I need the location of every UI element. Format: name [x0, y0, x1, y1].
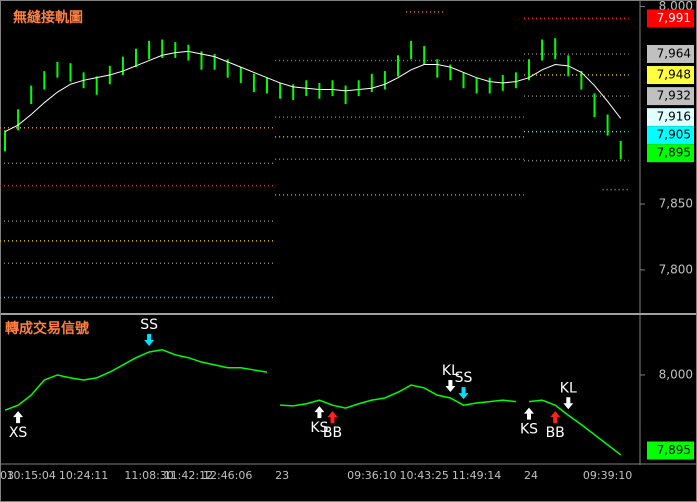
- x-tick-label: 10:15:04: [6, 469, 55, 482]
- x-tick-label: 11:42:12: [164, 469, 213, 482]
- price-badge: [647, 44, 694, 63]
- signal-label: BB: [546, 425, 565, 441]
- signal-label: SS: [140, 317, 158, 333]
- moving-average: [4, 50, 622, 133]
- price-badge: [647, 108, 694, 127]
- price-badge-label: 7,948: [657, 68, 691, 82]
- y-tick-label: 7,800: [659, 262, 693, 276]
- x-tick-label: 11:08:30: [124, 469, 173, 482]
- price-badge-label: 7,895: [657, 146, 691, 160]
- signal-arrow: [13, 411, 24, 424]
- price-line: [528, 399, 622, 456]
- x-tick-label: 12:46:06: [203, 469, 252, 482]
- price-badge: [647, 9, 694, 28]
- signal-arrow: [550, 411, 561, 424]
- signal-arrow: [524, 407, 534, 420]
- signal-label: KS: [520, 422, 538, 438]
- price-badge: [647, 87, 694, 106]
- price-line: [4, 349, 268, 411]
- signal-arrow: [144, 333, 155, 346]
- x-tick-label: 10:43:25: [399, 469, 448, 482]
- signal-arrow: [327, 411, 338, 424]
- y-tick-label: 7,850: [659, 197, 693, 211]
- price-badge: [647, 126, 694, 145]
- signal-label: KS: [310, 420, 328, 436]
- price-badge-label: 7,991: [657, 11, 691, 25]
- x-tick-label: 23: [275, 469, 289, 482]
- signal-arrow: [563, 397, 574, 410]
- price-badge-label: 7,932: [657, 89, 691, 103]
- x-tick-label: 09:39:10: [583, 469, 632, 482]
- x-tick-label: 11:49:14: [452, 469, 501, 482]
- x-tick-label: 03: [0, 469, 14, 482]
- signal-label: KL: [560, 380, 577, 396]
- chart-title: 轉成交易信號: [5, 320, 89, 337]
- x-tick-label: 09:36:10: [347, 469, 396, 482]
- price-badge: [647, 66, 694, 85]
- x-tick-label: 10:24:11: [59, 469, 108, 482]
- chart-title: 無縫接軌圖: [13, 9, 83, 26]
- signal-label: BB: [323, 425, 342, 441]
- y-tick-label: 8,000: [659, 367, 693, 381]
- price-badge-label: 7,905: [657, 128, 691, 142]
- signal-label: XS: [9, 425, 28, 441]
- price-line: [280, 384, 516, 409]
- signal-arrow: [445, 379, 456, 392]
- price-badge-label: 7,964: [657, 46, 691, 60]
- x-tick-label: 24: [524, 469, 538, 482]
- price-badge: [647, 144, 694, 163]
- signal-label: SS: [455, 370, 473, 386]
- signal-arrow: [458, 387, 469, 400]
- price-badge-label: 7,916: [657, 110, 691, 124]
- price-badge: [647, 441, 694, 460]
- price-badge-label: 7,895: [657, 443, 691, 457]
- signal-label: KL: [442, 363, 459, 379]
- signal-arrow: [314, 406, 325, 419]
